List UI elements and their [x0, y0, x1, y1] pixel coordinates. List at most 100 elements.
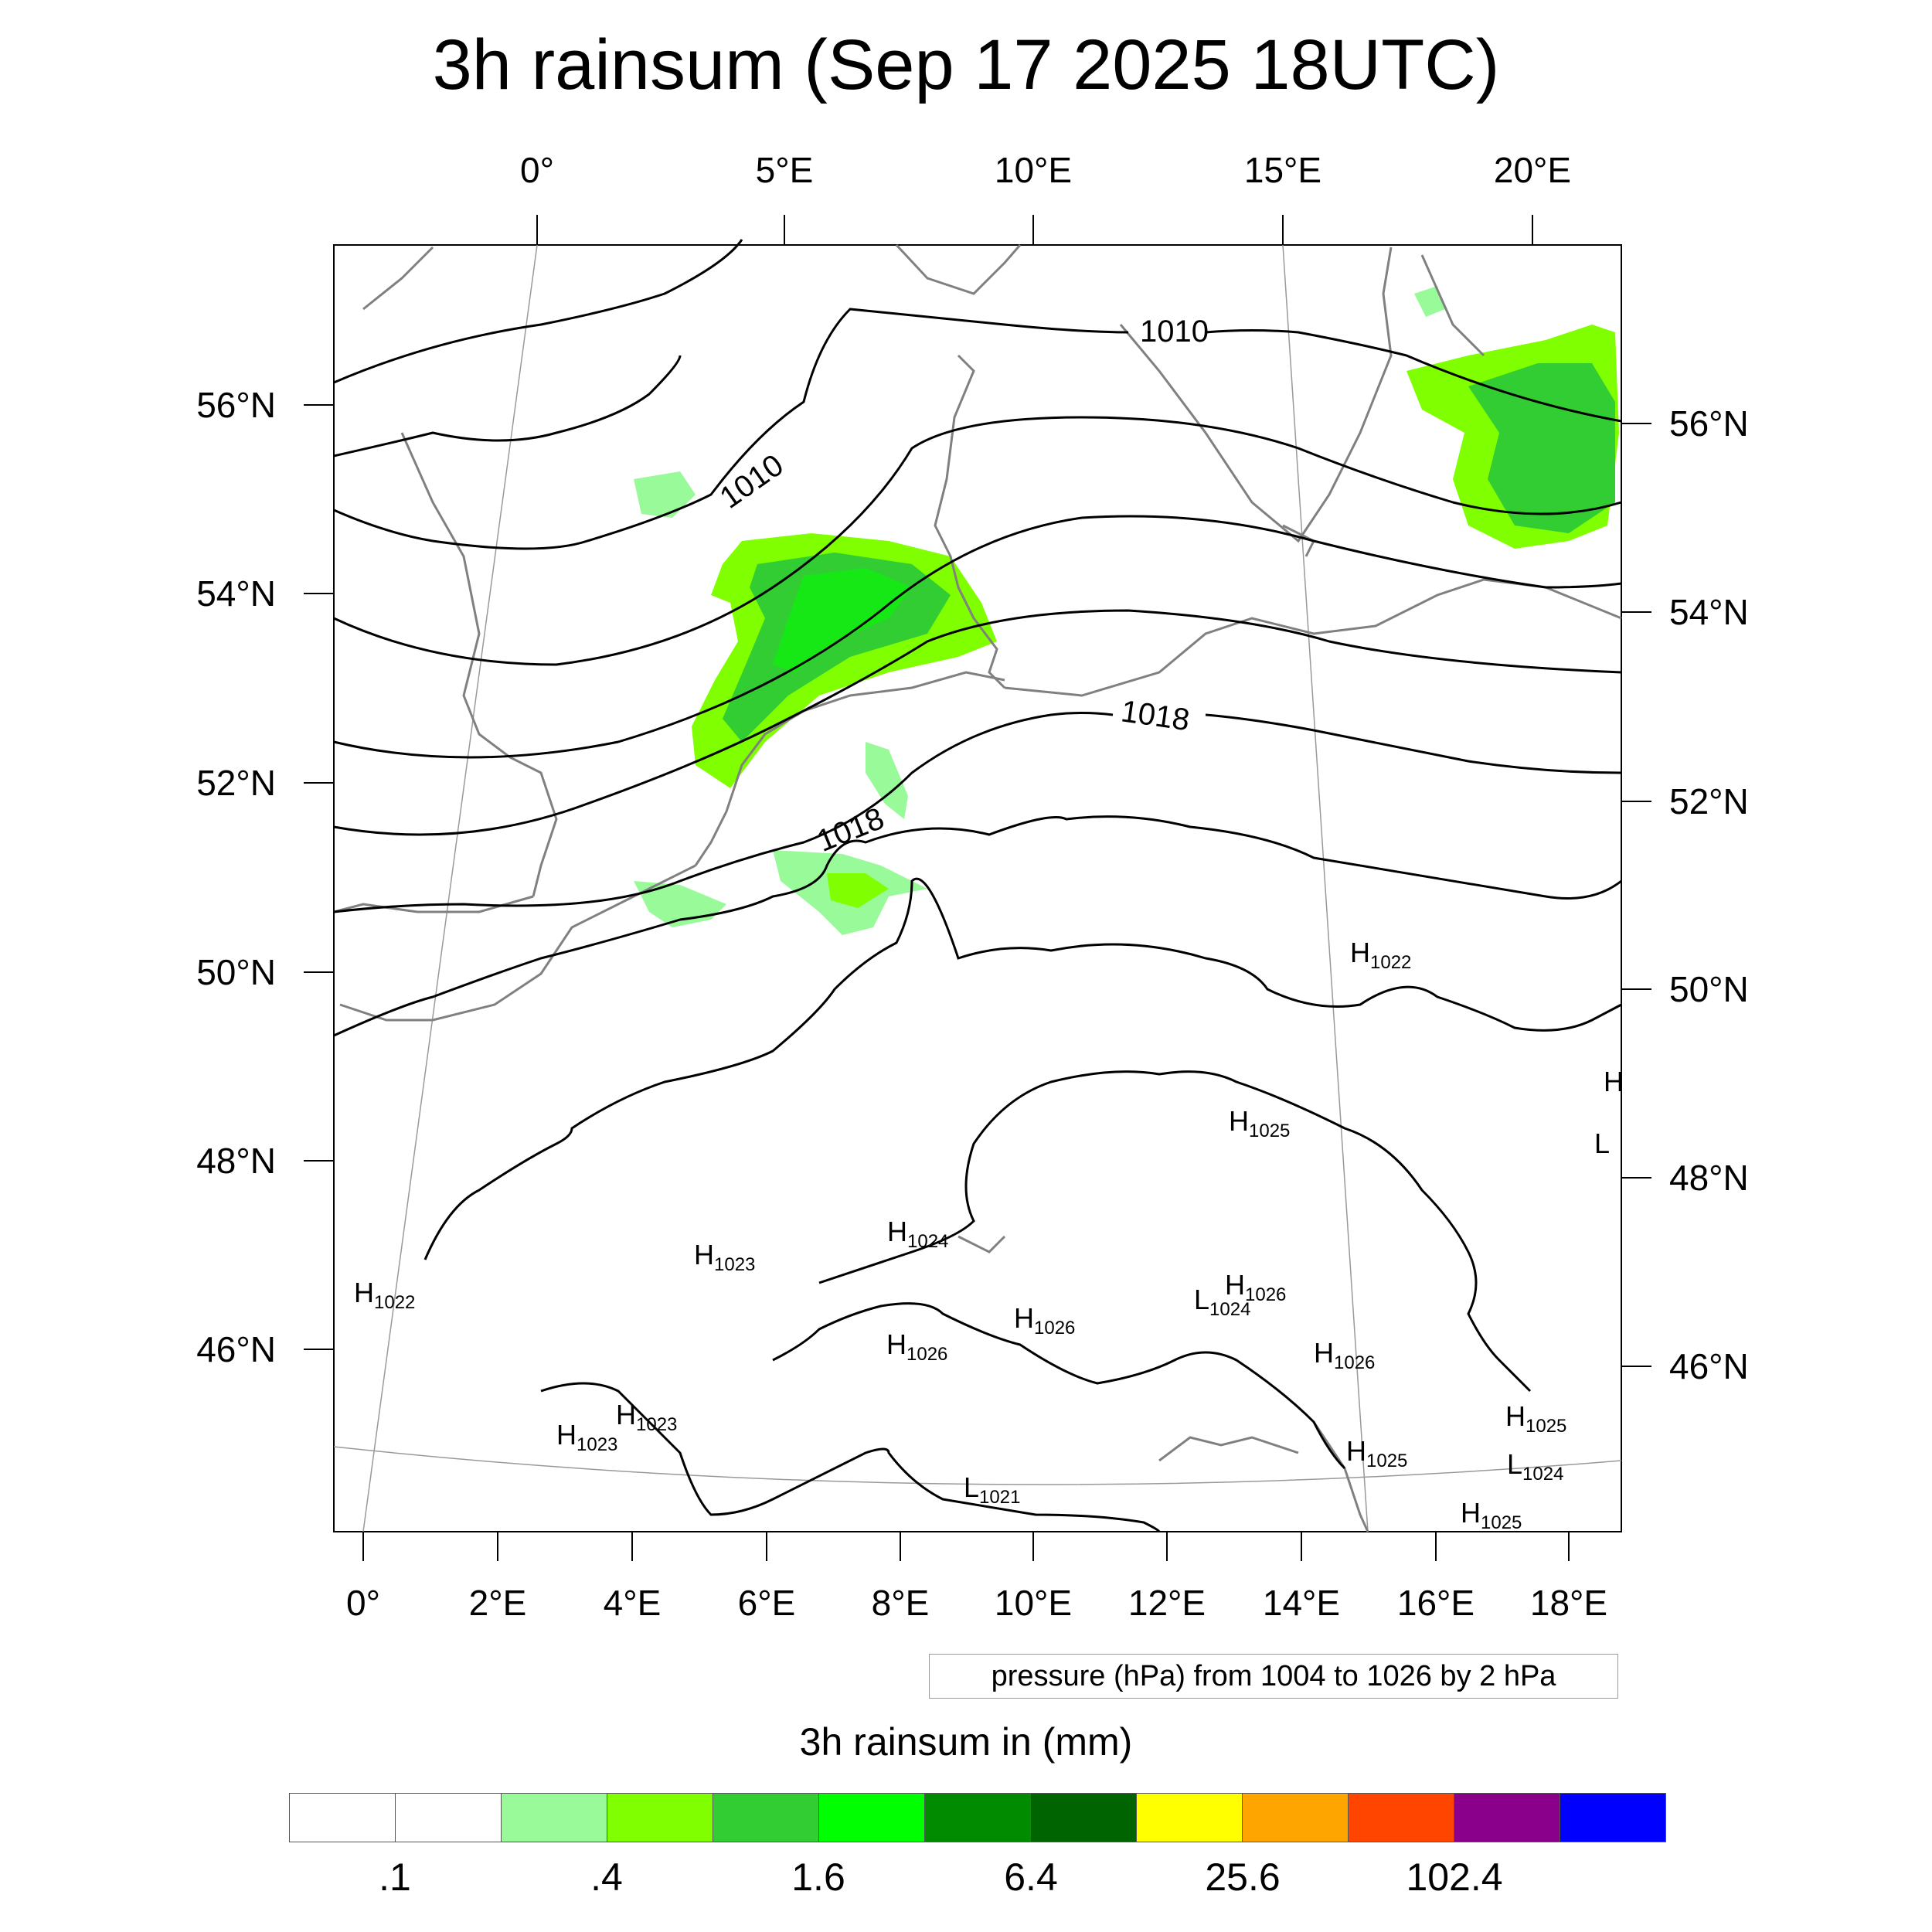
center-value: 1026	[906, 1344, 947, 1365]
pressure-center: H1026	[886, 1328, 947, 1365]
meridian-0	[362, 244, 538, 1532]
coast-netherlands	[694, 671, 1005, 866]
tick-marks	[304, 215, 1651, 1561]
isobar-9	[818, 1070, 1532, 1393]
colorbar-cell	[819, 1794, 925, 1842]
center-value: 1022	[374, 1292, 415, 1313]
isobar-1018-a	[333, 712, 1114, 913]
graticule	[333, 244, 1622, 1532]
pressure-center: L	[1594, 1128, 1610, 1159]
colorbar-cell	[607, 1794, 713, 1842]
parallel-45n	[333, 1446, 1622, 1485]
lon-label: 10°E	[995, 1583, 1072, 1623]
pressure-center: L1021	[964, 1471, 1020, 1508]
center-letter: H	[1014, 1302, 1034, 1334]
lat-label: 48°N	[1669, 1158, 1749, 1198]
pressure-center: H1026	[1014, 1302, 1075, 1338]
pressure-center: H1023	[694, 1239, 755, 1275]
pressure-center: H1024	[887, 1216, 948, 1252]
rain-area-northsea-strong	[773, 568, 912, 672]
center-value: 1026	[1034, 1318, 1075, 1338]
center-letter: H	[354, 1277, 374, 1308]
isobar-3	[333, 416, 1622, 666]
lon-label: 4°E	[604, 1583, 662, 1623]
lat-label: 46°N	[196, 1329, 276, 1369]
isobar-2	[333, 355, 682, 457]
center-letter: H	[1461, 1497, 1481, 1529]
isobar-8	[540, 1382, 1161, 1532]
pressure-center: H1026	[1225, 1269, 1286, 1305]
center-value: 1023	[636, 1414, 677, 1435]
isobar-10	[772, 1302, 1346, 1470]
coast-adriatic	[1312, 1421, 1369, 1532]
colorbar-label: .1	[379, 1855, 411, 1899]
rain-area-small-north	[634, 471, 696, 518]
lon-label: 20°E	[1494, 150, 1571, 190]
lat-label: 48°N	[196, 1141, 276, 1181]
lat-label: 50°N	[1669, 969, 1749, 1009]
center-letter: H	[1314, 1337, 1334, 1369]
coast-ligurian	[1158, 1436, 1299, 1462]
rain-area-small-sweden	[1414, 286, 1445, 317]
rain-area-belgium-core	[827, 873, 889, 908]
rain-area-baltic-core	[1468, 363, 1615, 533]
center-letter: H	[886, 1328, 906, 1360]
contour-info-box: pressure (hPa) from 1004 to 1026 by 2 hP…	[929, 1654, 1618, 1699]
colorbar-label: 25.6	[1205, 1855, 1281, 1899]
chart-title: 3h rainsum (Sep 17 2025 18UTC)	[432, 26, 1500, 104]
center-value: 1025	[1481, 1512, 1522, 1533]
lat-label: 56°N	[196, 385, 276, 425]
center-letter: H	[1346, 1435, 1366, 1467]
center-value: 1023	[577, 1434, 617, 1455]
rain-area-lowlands	[866, 742, 908, 819]
pressure-center: H1022	[1350, 937, 1411, 973]
lon-label: 16°E	[1397, 1583, 1475, 1623]
top-lon-labels: 0° 5°E 10°E 15°E 20°E	[520, 150, 1571, 190]
colorbar-cell	[1560, 1794, 1665, 1842]
isobars	[333, 239, 1622, 1532]
center-letter: L	[1594, 1128, 1610, 1159]
center-letter: H	[556, 1419, 577, 1451]
pressure-center: H1025	[1461, 1497, 1522, 1533]
colorbar-cell	[1137, 1794, 1243, 1842]
coast-scotland	[362, 246, 434, 311]
pressure-center: H1023	[616, 1399, 677, 1435]
colorbar-label: .4	[590, 1855, 623, 1899]
colorbar-cell	[925, 1794, 1031, 1842]
isobar-4	[333, 515, 1622, 759]
coast-baltic-south	[1004, 578, 1622, 697]
isobar-label-1018-right: 1018	[1119, 694, 1192, 737]
lat-label: 50°N	[196, 952, 276, 992]
lon-label: 0°	[520, 150, 554, 190]
center-value: 1021	[979, 1487, 1020, 1508]
pressure-center: L1024	[1194, 1284, 1250, 1320]
lon-label: 6°E	[738, 1583, 796, 1623]
center-value: 1025	[1526, 1416, 1566, 1437]
colorbar-title: 3h rainsum in (mm)	[799, 1720, 1133, 1764]
coast-sweden	[1119, 247, 1393, 543]
lat-label: 54°N	[1669, 592, 1749, 632]
colorbar-cell	[713, 1794, 819, 1842]
colorbar-cell	[1031, 1794, 1137, 1842]
center-value: 1024	[1522, 1464, 1563, 1485]
pressure-center: H1025	[1229, 1105, 1290, 1141]
center-value: 1024	[1209, 1299, 1250, 1320]
meridian-15e	[1282, 244, 1369, 1532]
center-letter: H	[694, 1239, 714, 1270]
pressure-centers: H1022 H1025 L H H1024 H1023 H1026 L1024 …	[354, 937, 1624, 1533]
isobar-1	[333, 239, 743, 384]
colorbar-cell	[396, 1794, 502, 1842]
pressure-center: H1026	[1314, 1337, 1375, 1373]
center-letter: L	[1507, 1448, 1522, 1480]
pressure-center: H1022	[354, 1277, 415, 1313]
lon-label: 2°E	[469, 1583, 527, 1623]
lon-label: 18°E	[1530, 1583, 1607, 1623]
center-letter: H	[1225, 1269, 1245, 1301]
center-value: 1026	[1245, 1284, 1286, 1305]
lon-label: 12°E	[1128, 1583, 1206, 1623]
center-letter: H	[887, 1216, 907, 1247]
lat-label: 52°N	[1669, 781, 1749, 821]
center-value: 1026	[1334, 1352, 1375, 1373]
lat-label: 46°N	[1669, 1346, 1749, 1386]
